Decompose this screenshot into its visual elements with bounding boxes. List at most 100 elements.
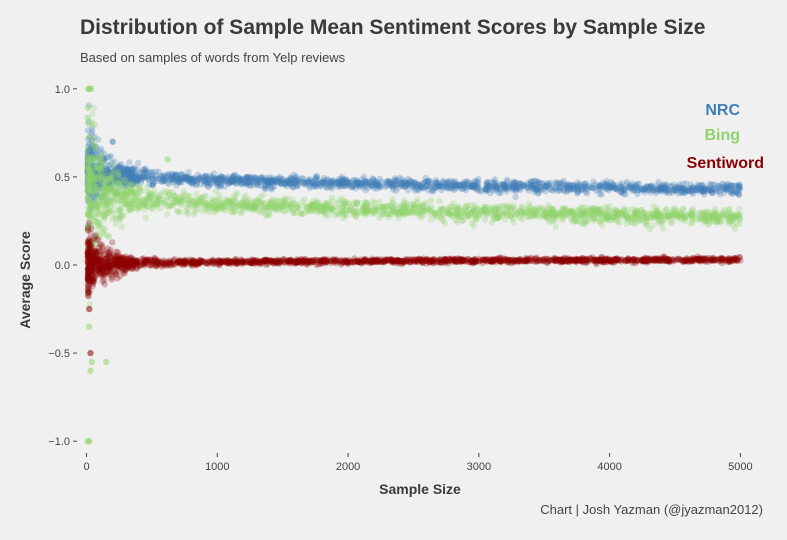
- data-point: [88, 185, 96, 192]
- data-point: [266, 179, 273, 186]
- data-point: [699, 210, 706, 217]
- data-point: [185, 175, 193, 183]
- data-point: [571, 186, 578, 193]
- data-point: [87, 153, 94, 160]
- data-point: [424, 205, 431, 212]
- data-point: [93, 218, 100, 226]
- data-point: [647, 210, 654, 217]
- data-point: [678, 188, 686, 196]
- data-point: [435, 183, 443, 190]
- data-point: [652, 189, 659, 197]
- data-point: [288, 175, 295, 182]
- data-point: [477, 186, 484, 194]
- data-point: [99, 171, 106, 178]
- data-point: [161, 176, 168, 184]
- data-point: [580, 183, 588, 191]
- data-point: [294, 177, 301, 184]
- data-point: [335, 177, 342, 185]
- data-point: [351, 199, 358, 206]
- data-point: [395, 181, 402, 188]
- data-point: [186, 178, 193, 185]
- data-point: [229, 179, 236, 186]
- data-point: [88, 151, 95, 158]
- data-point: [386, 179, 394, 186]
- data-point: [111, 167, 119, 174]
- data-point: [528, 178, 535, 185]
- data-point: [215, 175, 223, 182]
- data-point: [433, 179, 440, 186]
- data-point: [705, 186, 712, 193]
- data-point: [376, 198, 383, 206]
- data-point: [345, 179, 353, 186]
- data-point: [730, 185, 737, 193]
- data-point: [159, 177, 166, 185]
- data-point: [535, 179, 542, 186]
- data-point: [537, 183, 545, 191]
- data-point: [398, 181, 405, 189]
- data-point: [495, 189, 503, 197]
- data-point: [148, 171, 156, 179]
- data-point: [185, 210, 192, 218]
- data-point: [242, 180, 250, 187]
- data-point: [300, 210, 307, 218]
- data-point: [659, 225, 667, 232]
- data-point: [129, 170, 136, 177]
- data-point: [651, 184, 658, 191]
- data-point: [340, 178, 347, 186]
- data-point: [543, 180, 551, 187]
- data-point: [104, 185, 111, 193]
- data-point: [191, 208, 199, 215]
- data-point: [348, 183, 356, 190]
- data-point: [215, 183, 222, 190]
- data-point: [164, 210, 171, 218]
- data-point: [732, 182, 740, 189]
- data-point: [557, 179, 564, 187]
- data-point: [84, 169, 92, 176]
- data-point: [347, 184, 355, 191]
- data-point: [425, 178, 432, 185]
- data-point: [277, 180, 284, 187]
- data-point: [176, 177, 183, 184]
- data-point: [139, 188, 146, 195]
- data-point: [305, 176, 312, 183]
- data-point: [249, 177, 256, 184]
- data-point: [84, 178, 92, 185]
- data-point: [136, 169, 144, 176]
- data-point: [88, 137, 96, 144]
- data-point: [619, 187, 626, 194]
- data-point: [617, 181, 624, 188]
- data-point: [287, 176, 294, 184]
- data-point: [687, 181, 694, 188]
- data-point: [713, 187, 720, 195]
- data-point: [218, 173, 225, 180]
- data-point: [339, 176, 346, 183]
- data-point: [124, 170, 131, 177]
- data-point: [582, 180, 590, 187]
- data-point: [314, 180, 322, 187]
- data-point: [121, 182, 128, 189]
- data-point: [90, 163, 98, 170]
- data-point: [618, 185, 626, 192]
- data-point: [270, 183, 278, 190]
- data-point: [349, 183, 356, 190]
- data-point: [160, 177, 168, 185]
- data-point: [513, 182, 520, 189]
- data-point: [259, 198, 266, 206]
- data-point: [176, 175, 183, 183]
- data-point: [126, 174, 133, 181]
- data-point: [234, 189, 241, 196]
- data-point: [487, 179, 494, 186]
- data-point: [484, 182, 491, 189]
- data-point: [85, 186, 92, 193]
- data-point: [584, 185, 592, 193]
- data-point: [320, 177, 328, 184]
- data-point: [109, 239, 116, 246]
- data-point: [423, 182, 430, 189]
- data-point: [281, 195, 289, 203]
- data-point: [611, 206, 619, 213]
- data-point: [390, 182, 398, 189]
- data-point: [232, 180, 240, 187]
- data-point: [203, 175, 211, 182]
- data-point: [377, 183, 384, 191]
- data-point: [89, 181, 97, 188]
